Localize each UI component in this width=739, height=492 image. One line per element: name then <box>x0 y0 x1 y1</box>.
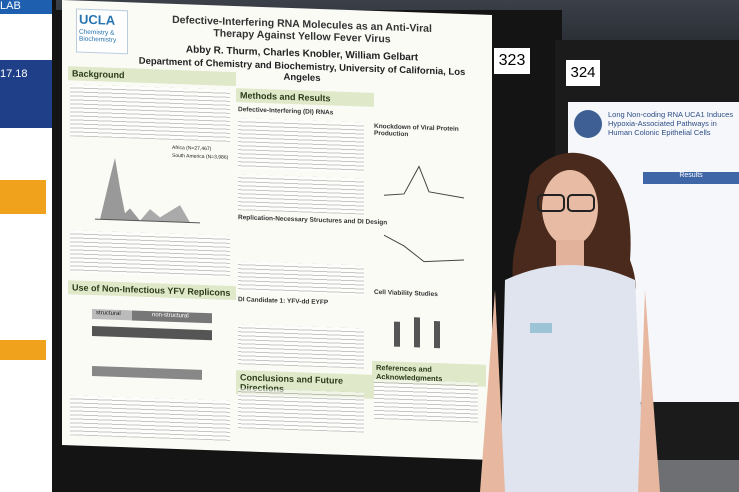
logo: UCLA Chemistry & Biochemistry <box>76 8 128 55</box>
right-section: Results <box>643 172 739 184</box>
left-number: 17.18 <box>0 60 52 128</box>
figure-shape <box>100 157 140 221</box>
paragraph <box>238 118 364 173</box>
figure-bar <box>434 320 440 349</box>
dress <box>500 265 645 492</box>
figure <box>394 317 440 349</box>
figure-shape <box>92 326 212 341</box>
figure-bar <box>394 321 400 347</box>
figure-line <box>383 165 465 199</box>
figure <box>383 165 465 263</box>
left-box <box>0 340 46 360</box>
figure-bar <box>414 317 420 348</box>
left-lab: LAB <box>0 0 52 14</box>
board-number: 323 <box>494 48 530 74</box>
paragraph <box>238 388 364 433</box>
left-box <box>0 180 46 214</box>
figure <box>92 309 212 380</box>
poster-title: Defective-Interfering RNA Molecules as a… <box>172 13 432 46</box>
subheading: Replication-Necessary Structures and DI … <box>238 214 388 227</box>
figure-axis <box>95 218 200 224</box>
paragraph <box>238 261 364 296</box>
glasses <box>567 194 595 212</box>
construct-label: structural <box>96 310 121 318</box>
figure-line <box>383 234 465 263</box>
subheading: DI Candidate 1: YFV-dd EYFP <box>238 296 329 307</box>
paragraph <box>238 174 364 215</box>
figure-shape <box>140 205 190 223</box>
section-heading: Use of Non-Infectious YFV Replicons <box>68 280 236 301</box>
right-logo <box>574 110 602 138</box>
figure <box>95 157 200 224</box>
glasses <box>537 194 565 212</box>
badge <box>530 323 552 333</box>
board-number: 324 <box>566 60 600 86</box>
paragraph <box>238 324 364 369</box>
logo-name: UCLA <box>79 11 116 28</box>
paragraph <box>70 395 230 441</box>
arms <box>480 290 660 492</box>
left-poster: LAB 17.18 <box>0 0 56 492</box>
construct-label: non-structural <box>152 312 189 320</box>
figure-shape <box>132 310 212 324</box>
paragraph <box>70 84 230 142</box>
subheading: Cell Viability Studies <box>374 288 438 299</box>
figure-shape <box>92 366 202 380</box>
logo-department: Chemistry & Biochemistry <box>79 28 117 44</box>
paragraph <box>70 230 230 278</box>
figure-shape <box>92 309 132 321</box>
face <box>542 170 598 246</box>
person <box>480 152 660 492</box>
right-title: Long Non-coding RNA UCA1 Induces Hypoxia… <box>608 110 734 137</box>
section-heading: Methods and Results <box>236 88 374 107</box>
poster: UCLA Chemistry & Biochemistry Defective-… <box>62 0 492 461</box>
subheading: Defective-Interfering (DI) RNAs <box>238 106 334 117</box>
